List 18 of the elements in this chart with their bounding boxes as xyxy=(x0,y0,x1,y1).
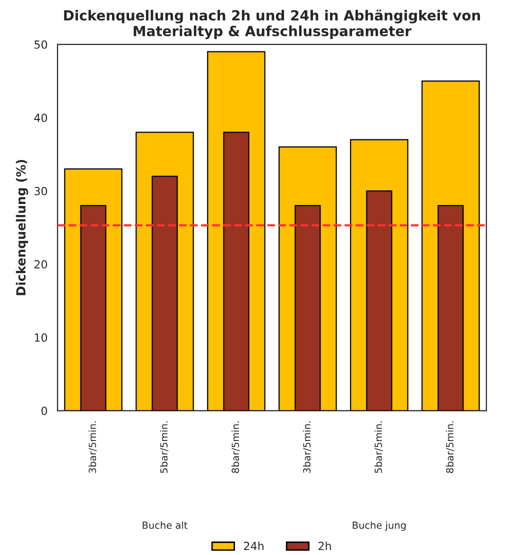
legend-label: 24h xyxy=(244,542,264,550)
y-axis-title: Dickenquellung (%) xyxy=(16,160,28,296)
x-tick-label: 5bar/5min. xyxy=(160,421,168,473)
y-tick-label: 50 xyxy=(34,40,48,49)
y-tick-label: 40 xyxy=(34,114,48,122)
x-tick-label: 5bar/5min. xyxy=(374,421,383,473)
x-tick-label: 3bar/5min. xyxy=(88,421,97,473)
y-tick-label: 10 xyxy=(34,333,48,342)
y-tick-label: 0 xyxy=(41,406,48,416)
text: Buche alt xyxy=(142,521,188,529)
x-tick-label: 3bar/5min. xyxy=(302,421,312,473)
chart-title: Dickenquellung nach 2h und 24h in Abhängigkeit von Materialtyp & Aufschlussparameter xyxy=(64,10,480,40)
x-tick-label: 8bar/5min. xyxy=(446,421,454,473)
legend-label: 2h xyxy=(318,542,331,550)
text: Buche jung xyxy=(352,521,406,531)
x-tick-label: 8bar/5min. xyxy=(232,421,240,473)
y-tick-label: 30 xyxy=(34,186,48,196)
y-tick-label: 20 xyxy=(34,260,48,269)
